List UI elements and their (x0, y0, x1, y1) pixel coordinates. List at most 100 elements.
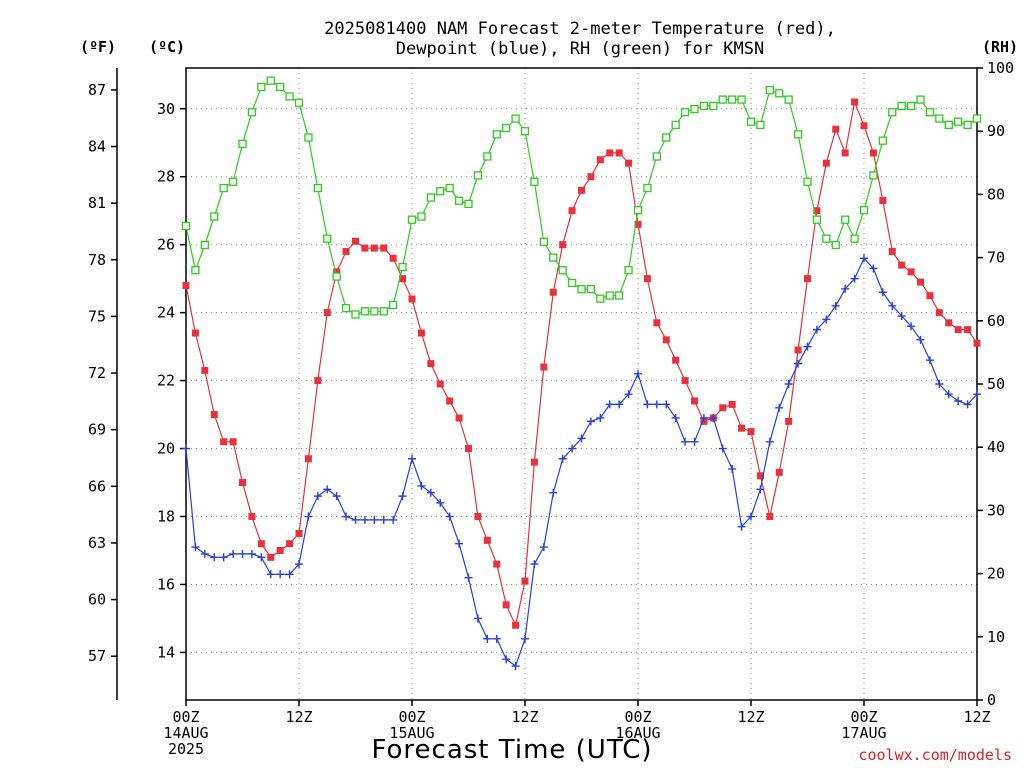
dewpoint-line (185, 257, 978, 667)
temperature-point (389, 254, 397, 262)
rh-point (238, 139, 247, 148)
rh-point (746, 117, 756, 126)
dewpoint-point (511, 662, 520, 671)
dewpoint-point (973, 390, 981, 399)
celsius-tick-label: 24 (157, 304, 175, 322)
rh-point (181, 221, 191, 231)
temperature-point (719, 404, 727, 412)
temperature-point (530, 458, 538, 466)
dewpoint-point (709, 413, 718, 422)
rh-point (812, 215, 822, 224)
celsius-unit-label: (ºC) (149, 38, 185, 56)
rh-point (596, 294, 605, 303)
dewpoint-point (182, 444, 190, 453)
temperature-point (540, 363, 548, 371)
rh-point (718, 95, 727, 104)
rh-point (483, 152, 492, 161)
dewpoint-point (426, 488, 435, 497)
fahrenheit-tick-label: 84 (88, 138, 106, 156)
fahrenheit-tick-label: 75 (88, 307, 106, 325)
rh-point (511, 114, 520, 123)
temperature-point (766, 513, 774, 521)
rh-point (228, 177, 238, 186)
rh-point (935, 114, 944, 123)
rh-point (605, 291, 614, 300)
rh-tick-label: 50 (987, 375, 1005, 393)
rh-point (878, 136, 887, 145)
celsius-tick-label: 28 (157, 168, 175, 186)
temperature-point (267, 553, 275, 561)
fahrenheit-tick-label: 87 (88, 81, 106, 99)
x-tick-label: 14AUG (163, 724, 208, 742)
x-tick-label: 17AUG (841, 724, 886, 742)
dewpoint-point (238, 549, 247, 558)
temperature-point (323, 309, 331, 317)
rh-point (841, 215, 850, 224)
temperature-point (465, 445, 472, 453)
rh-point (389, 300, 398, 310)
temperature-point (643, 275, 651, 283)
chart-title-line-1: 2025081400 NAM Forecast 2-meter Temperat… (324, 19, 836, 39)
dewpoint-point (756, 485, 765, 494)
fahrenheit-tick-label: 63 (88, 534, 106, 552)
dewpoint-point (662, 400, 671, 409)
fahrenheit-tick-label: 69 (88, 421, 106, 439)
rh-line (185, 79, 978, 316)
rh-point (520, 127, 530, 136)
temperature-point (832, 125, 840, 133)
series-layer (181, 76, 982, 671)
dewpoint-point (210, 553, 219, 562)
rh-point (822, 234, 831, 243)
rh-point (633, 206, 643, 215)
temperature-point (352, 237, 359, 245)
dewpoint-series (182, 254, 981, 671)
rh-point (464, 199, 473, 209)
celsius-tick-label: 18 (157, 508, 175, 526)
dewpoint-point (257, 553, 266, 562)
dewpoint-point (200, 549, 209, 558)
rh-point (643, 183, 652, 193)
rh-point (737, 95, 746, 104)
x-tick-label: 12Z (285, 708, 312, 726)
axes: 14 16 18 20 22 24 26 28 30 57 60 63 66 69 72 75 78 81 84 87… (88, 59, 1014, 709)
dewpoint-point (483, 634, 492, 643)
rh-unit-label: (RH) (982, 38, 1018, 56)
dewpoint-point (304, 512, 313, 521)
temperature-point (794, 346, 802, 354)
dewpoint-point (681, 437, 690, 446)
dewpoint-point (521, 634, 529, 643)
rh-point (332, 272, 341, 281)
temperature-line (185, 99, 978, 628)
x-tick-label: 2025 (168, 740, 204, 758)
rh-point (445, 183, 454, 193)
celsius-tick-label: 22 (157, 372, 175, 390)
rh-point (850, 234, 859, 243)
temperature-point (417, 329, 425, 337)
temperature-point (578, 186, 585, 194)
rh-tick-label: 30 (987, 501, 1005, 519)
temperature-point (210, 411, 218, 419)
dewpoint-point (577, 434, 586, 443)
dewpoint-point (963, 400, 972, 409)
temperature-point (370, 244, 378, 252)
rh-point (313, 183, 322, 193)
temperature-point (191, 329, 199, 337)
rh-point (219, 183, 228, 193)
temperature-point (860, 122, 868, 130)
temperature-point (945, 319, 953, 327)
dewpoint-point (671, 413, 680, 422)
dewpoint-point (586, 417, 595, 426)
temperature-point (615, 149, 623, 157)
temperature-point (220, 438, 228, 446)
dewpoint-point (878, 288, 887, 297)
temperature-point (634, 220, 642, 228)
dewpoint-point (954, 396, 963, 405)
dewpoint-point (379, 515, 388, 524)
rh-point (379, 307, 388, 316)
rh-tick-label: 100 (987, 59, 1014, 77)
rh-point (897, 101, 906, 111)
dewpoint-point (455, 539, 464, 548)
rh-point (323, 234, 332, 243)
temperature-point (785, 417, 793, 425)
rh-point (756, 120, 765, 130)
